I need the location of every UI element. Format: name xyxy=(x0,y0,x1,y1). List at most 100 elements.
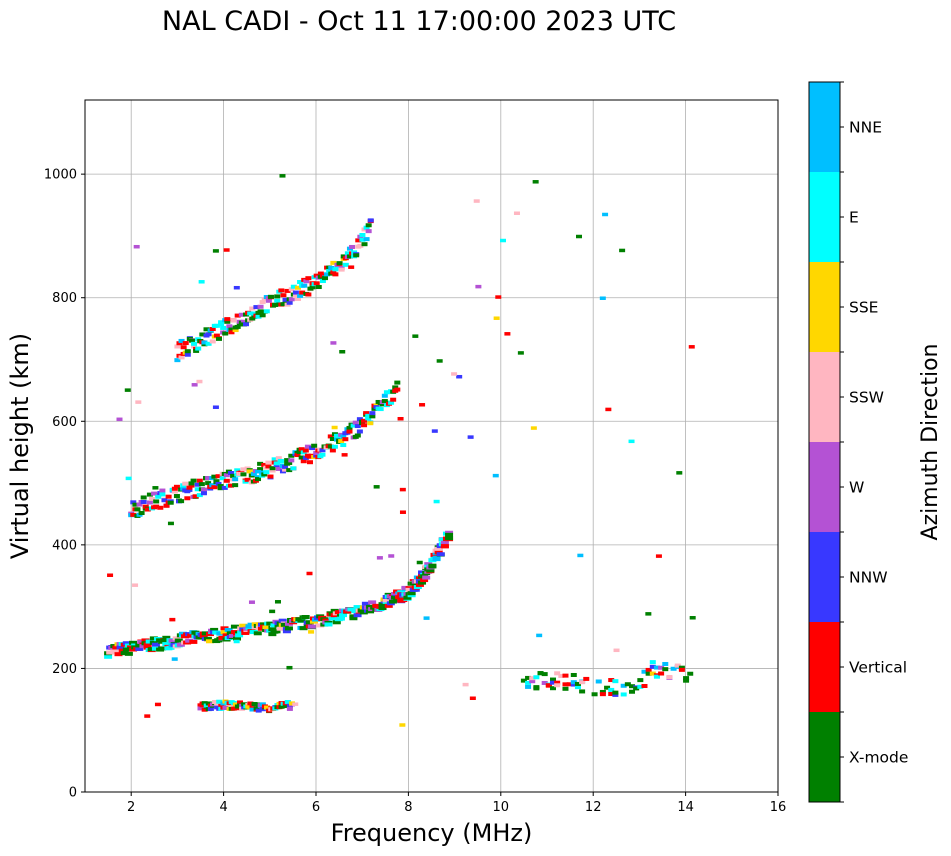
echo-point xyxy=(529,676,536,681)
echo-point xyxy=(141,638,150,643)
echo-point xyxy=(431,429,438,433)
echo-point xyxy=(223,473,230,478)
echo-point xyxy=(167,500,174,505)
echo-point xyxy=(151,642,160,647)
echo-point xyxy=(209,327,216,332)
echo-point xyxy=(171,657,178,661)
echo-point xyxy=(550,680,557,685)
echo-point xyxy=(328,265,335,270)
echo-point xyxy=(517,351,524,355)
echo-point xyxy=(637,684,644,689)
echo-point xyxy=(205,701,212,706)
echo-point xyxy=(187,633,196,638)
echo-point xyxy=(683,678,690,683)
echo-point xyxy=(604,685,611,690)
echo-point xyxy=(688,345,695,349)
echo-point xyxy=(576,234,583,239)
echo-point xyxy=(199,332,206,337)
echo-point xyxy=(361,242,368,247)
echo-point xyxy=(388,400,395,405)
echo-point xyxy=(311,443,318,448)
echo-point xyxy=(301,283,308,288)
echo-point xyxy=(201,340,208,345)
echo-point xyxy=(275,466,282,471)
echo-point xyxy=(676,471,683,475)
echo-point xyxy=(249,707,256,712)
echo-point xyxy=(381,393,388,398)
echo-point xyxy=(373,485,380,489)
echo-point xyxy=(353,253,360,258)
echo-point xyxy=(286,706,293,711)
echo-point xyxy=(297,618,306,623)
echo-point xyxy=(220,325,227,330)
echo-point xyxy=(278,618,287,623)
echo-point xyxy=(440,540,449,545)
echo-point xyxy=(226,631,235,636)
echo-point xyxy=(120,651,129,656)
echo-point xyxy=(122,641,131,646)
echo-point xyxy=(263,309,270,314)
echo-point xyxy=(619,248,626,253)
echo-point xyxy=(133,244,140,249)
echo-point xyxy=(554,671,561,676)
echo-point xyxy=(198,280,205,284)
echo-point xyxy=(262,625,269,630)
echo-point xyxy=(238,312,245,317)
echo-point xyxy=(550,686,557,691)
echo-point xyxy=(407,591,416,596)
echo-point xyxy=(288,453,295,458)
echo-point xyxy=(284,621,293,626)
echo-point xyxy=(257,626,266,631)
echo-point xyxy=(492,473,499,478)
echo-point xyxy=(196,379,203,384)
echo-point xyxy=(234,324,241,329)
echo-point xyxy=(436,552,445,557)
echo-point xyxy=(174,358,181,363)
echo-point xyxy=(274,600,281,604)
echo-point xyxy=(138,511,145,516)
echo-point xyxy=(132,583,139,587)
echo-point xyxy=(306,571,313,576)
echo-point xyxy=(382,598,391,603)
echo-point xyxy=(267,474,274,479)
echo-point xyxy=(269,609,276,614)
x-tick-label: 12 xyxy=(585,800,602,815)
echo-point xyxy=(232,328,239,333)
echo-point xyxy=(272,302,279,307)
echo-point xyxy=(155,494,162,499)
echo-point xyxy=(277,459,284,464)
echo-point xyxy=(188,481,195,486)
echo-point xyxy=(149,636,158,641)
data-marks xyxy=(104,174,696,727)
echo-point xyxy=(140,499,147,504)
echo-point xyxy=(205,632,214,637)
echo-point xyxy=(334,610,343,615)
echo-point xyxy=(599,296,606,300)
echo-point xyxy=(210,627,219,632)
echo-point xyxy=(336,261,343,266)
echo-point xyxy=(332,272,339,277)
echo-point xyxy=(394,380,401,385)
echo-point xyxy=(365,223,372,228)
echo-point xyxy=(591,692,598,697)
echo-point xyxy=(649,660,656,665)
colorbar-swatch xyxy=(809,82,840,172)
echo-point xyxy=(405,587,414,592)
echo-point xyxy=(359,232,366,237)
echo-point xyxy=(579,689,586,694)
echo-point xyxy=(178,355,185,360)
echo-point xyxy=(259,300,266,305)
echo-point xyxy=(255,469,262,474)
echo-point xyxy=(525,680,532,685)
echo-point xyxy=(349,244,356,249)
echo-point xyxy=(346,429,353,434)
echo-point xyxy=(316,623,325,628)
echo-point xyxy=(249,630,258,635)
echo-point xyxy=(566,682,573,687)
echo-point xyxy=(209,339,216,344)
echo-point xyxy=(649,664,656,669)
echo-point xyxy=(662,661,669,666)
echo-point xyxy=(212,405,219,409)
echo-point xyxy=(462,682,469,687)
echo-point xyxy=(205,481,212,486)
